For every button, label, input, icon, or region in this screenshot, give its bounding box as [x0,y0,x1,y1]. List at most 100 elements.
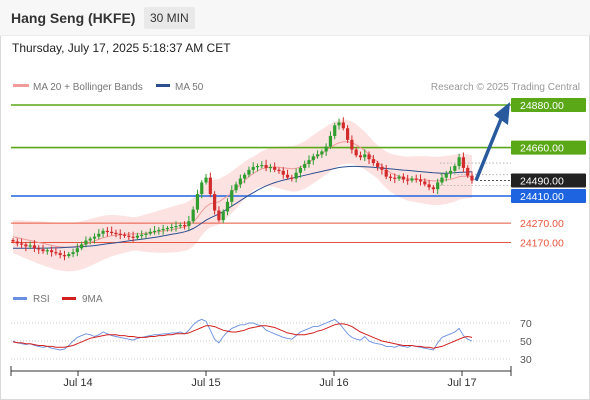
candle-body [358,155,363,158]
candle-body [311,156,315,161]
candle-body [440,177,444,183]
candle-body [251,166,255,170]
ma20-line [12,141,473,248]
candle-body [182,225,187,227]
rsi-tick-50: 50 [520,336,532,348]
candle-body [230,190,234,202]
candle-body [67,254,71,257]
candle-body [285,174,290,178]
candle-body [213,194,217,211]
candle-body [122,234,127,236]
candle-body [376,163,380,167]
ma50-legend-swatch [156,84,170,87]
rsi-legend-swatch [13,297,27,300]
candle-body [152,230,157,233]
candle-body [277,169,281,172]
candle-body [131,236,135,238]
candle-body [384,169,388,177]
candle-body [221,211,225,221]
candle-body [431,187,435,190]
candle-body [367,154,371,160]
candle-body [148,231,152,234]
candle-body [388,176,393,178]
candle-body [41,249,45,252]
candle-body [105,230,109,233]
rsi-ma-line [12,323,473,349]
candle-body [195,194,200,210]
candle-body [303,164,307,168]
candle-body [165,227,170,230]
level-labels: 24880.00 24660.00 24490.00 24410.00 24270.00… [511,98,586,249]
candle-body [341,122,345,129]
candle-body [80,244,84,249]
candle-body [110,231,114,234]
candle-body [393,177,397,179]
timeframe-button[interactable]: 30 MIN [144,7,195,29]
candle-body [45,250,49,252]
candle-body [84,240,88,245]
candle-body [298,167,303,173]
candle-body [273,166,277,170]
ma20-legend-swatch [13,84,29,87]
level-tag-24660.00 [511,140,586,155]
level-label-24490.00: 24490.00 [520,176,564,188]
candle-body [118,233,122,235]
rsi-ma-legend-swatch [62,297,76,300]
candle-body [333,125,337,136]
candle-body [208,177,212,195]
candle-body [135,235,140,238]
candle-body [54,252,58,254]
candle-body [315,154,320,157]
candle-body [453,165,457,171]
candle-body [436,182,440,190]
candle-body [191,209,195,222]
candle-body [75,248,79,253]
candle-body [380,166,384,170]
candle-body [234,184,238,191]
moving-averages [12,141,473,249]
candle-body [225,201,230,212]
candle-body [320,151,324,155]
candle-body [58,253,62,256]
forecast-arrow-shaft [474,118,503,182]
candle-body [217,210,221,221]
candle-body [363,154,367,158]
candle-body [238,178,242,185]
candle-body [157,229,161,232]
candle-body [324,146,328,152]
candle-body [354,149,358,156]
candle-body [337,122,341,126]
candle-body [290,177,294,179]
candle-body [281,170,285,175]
candle-body [260,165,264,167]
level-label-24660.00: 24660.00 [520,143,564,155]
candle-body [461,157,466,168]
rsi-ma-legend-label: 9MA [82,294,103,305]
candle-body [264,165,268,168]
candle-body [371,159,375,164]
candle-body [140,234,144,236]
candle-body [406,179,410,181]
candle-body [32,245,37,249]
candle-body [444,173,448,178]
candle-body [144,233,148,235]
candle-body [187,221,191,227]
candle-body [243,174,247,179]
x-axis: Jul 14 Jul 15 Jul 16 Jul 17 [10,366,512,389]
datetime-label: Thursday, July 17, 2025 5:18:37 AM CET [12,41,231,55]
level-tag-24410.00 [511,189,586,203]
header-bar: Hang Seng (HKFE) 30 MIN [0,0,590,36]
rsi-legend-label: RSI [33,294,50,305]
candle-body [178,225,182,227]
candle-body [88,238,92,241]
candle-body [204,177,208,183]
level-label-24270.00: 24270.00 [520,218,564,230]
candle-body [423,181,427,185]
candle-body [457,157,461,166]
candle-body [92,236,97,239]
candle-body [397,176,401,179]
candle-body [11,239,15,242]
x-tick-label: Jul 17 [447,377,476,389]
candle-body [170,226,174,229]
candle-body [414,178,418,180]
